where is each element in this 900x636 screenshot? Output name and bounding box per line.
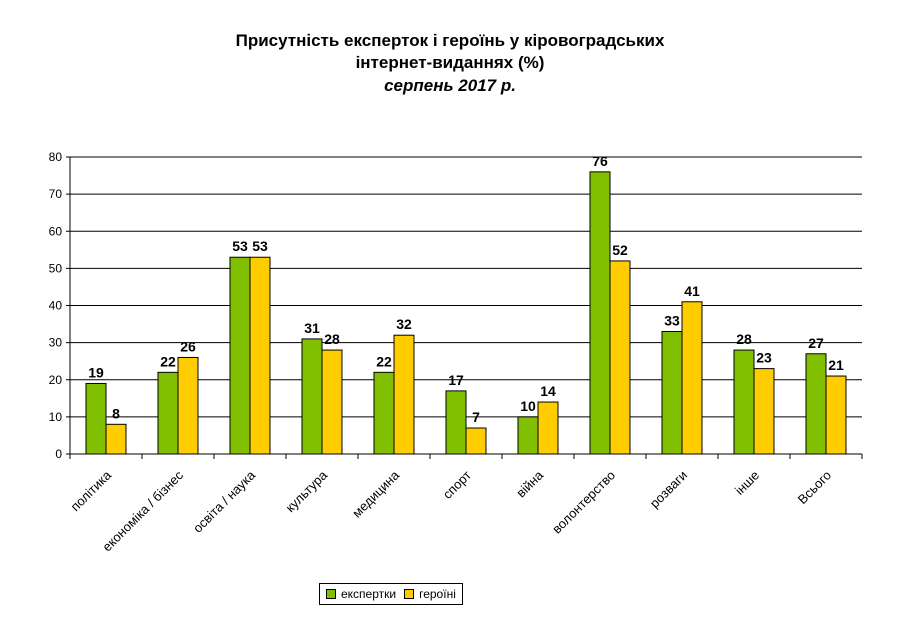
bar-heroines [393, 334, 415, 455]
data-label-heroines: 52 [612, 242, 628, 258]
bar-heroines [753, 368, 775, 455]
x-category-label: економіка / бізнес [99, 467, 186, 554]
data-label-experts: 22 [376, 353, 392, 369]
legend-item-heroines: героїні [404, 587, 456, 601]
x-category-label: медицина [349, 467, 402, 520]
bar-heroines [537, 401, 559, 455]
x-category-label: спорт [440, 467, 474, 501]
x-category-label: інше [732, 468, 762, 498]
bar-heroines [681, 301, 703, 455]
bar-heroines [105, 423, 127, 455]
legend-item-experts: експертки [326, 587, 396, 601]
bar-heroines [177, 356, 199, 455]
y-tick-label: 80 [49, 150, 63, 164]
data-label-heroines: 28 [324, 331, 340, 347]
data-label-experts: 33 [664, 312, 680, 328]
data-label-heroines: 14 [540, 383, 556, 399]
data-label-experts: 10 [520, 398, 536, 414]
bar-heroines [465, 427, 487, 455]
bar-heroines [609, 260, 631, 455]
legend-label-heroines: героїні [419, 587, 456, 601]
bar-heroines [321, 349, 343, 455]
x-category-label: Всього [795, 468, 835, 508]
bar-experts [733, 349, 755, 455]
y-tick-label: 60 [49, 224, 63, 238]
bar-heroines [825, 375, 847, 455]
data-label-heroines: 26 [180, 338, 196, 354]
x-category-label: війна [513, 467, 546, 500]
data-label-experts: 76 [592, 153, 608, 169]
bar-experts [157, 371, 179, 455]
x-category-label: політика [68, 467, 115, 514]
legend-label-experts: експертки [341, 587, 397, 601]
chart-subtitle: серпень 2017 р. [384, 76, 516, 95]
data-label-experts: 53 [232, 238, 248, 254]
legend-swatch-experts [326, 589, 336, 599]
data-label-heroines: 7 [472, 409, 480, 425]
data-label-experts: 27 [808, 335, 824, 351]
y-tick-label: 70 [49, 187, 63, 201]
bar-experts [301, 338, 323, 455]
y-tick-label: 50 [49, 261, 63, 275]
x-category-label: розваги [647, 468, 690, 511]
data-label-heroines: 8 [112, 405, 120, 421]
x-category-label: освіта / наука [190, 467, 259, 536]
data-label-heroines: 41 [684, 283, 700, 299]
data-label-experts: 22 [160, 353, 176, 369]
data-label-experts: 31 [304, 320, 320, 336]
y-tick-label: 40 [49, 299, 63, 313]
x-category-label: волонтерство [549, 468, 618, 537]
data-label-experts: 28 [736, 331, 752, 347]
y-tick-label: 10 [49, 410, 63, 424]
bar-experts [805, 353, 827, 455]
bar-experts [229, 256, 251, 455]
chart-title: Присутність експерток і героїнь у кірово… [0, 30, 900, 98]
chart-title-line-2: інтернет-виданнях (%) [355, 53, 545, 72]
bar-experts [85, 382, 107, 455]
bar-experts [589, 171, 611, 455]
legend-swatch-heroines [404, 589, 415, 599]
y-tick-label: 30 [49, 336, 63, 350]
data-label-heroines: 23 [756, 350, 772, 366]
bar-experts [517, 416, 539, 455]
data-label-heroines: 21 [828, 357, 844, 373]
data-label-experts: 17 [448, 372, 464, 388]
y-tick-label: 0 [55, 447, 62, 461]
x-category-label: культура [283, 467, 331, 515]
chart-title-line-1: Присутність експерток і героїнь у кірово… [235, 31, 665, 50]
bar-experts [661, 330, 683, 455]
bar-heroines [249, 256, 271, 455]
y-tick-label: 20 [49, 373, 63, 387]
legend: експертки героїні [319, 583, 463, 605]
data-label-heroines: 53 [252, 238, 268, 254]
data-label-experts: 19 [88, 364, 104, 380]
bar-experts [373, 371, 395, 455]
data-label-heroines: 32 [396, 316, 412, 332]
bar-experts [445, 390, 467, 455]
